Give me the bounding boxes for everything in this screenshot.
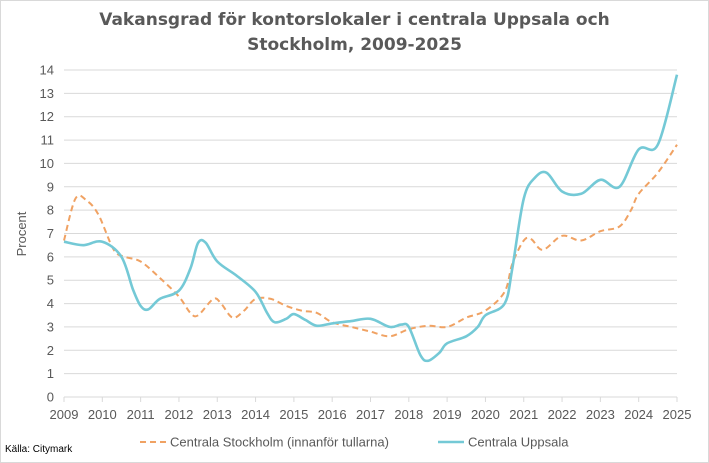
x-tick-label: 2025 — [663, 407, 692, 422]
x-tick-label: 2018 — [394, 407, 423, 422]
x-tick-label: 2016 — [318, 407, 347, 422]
series-line-stockholm — [63, 144, 678, 338]
x-tick-label: 2024 — [624, 407, 653, 422]
x-tick-labels: 2009 2010 2011 2012 2013 2014 2015 2016 2017 2018… — [50, 407, 692, 422]
y-tick-label: 0 — [47, 390, 54, 405]
y-tick-label: 3 — [47, 319, 54, 334]
x-tick-label: 2017 — [356, 407, 385, 422]
x-tick-label: 2022 — [548, 407, 577, 422]
y-axis-label: Procent — [14, 211, 29, 256]
y-tick-label: 7 — [47, 226, 54, 241]
y-tick-label: 6 — [47, 249, 54, 264]
x-tick-label: 2015 — [279, 407, 308, 422]
series-lines — [63, 74, 679, 363]
x-tick-label: 2019 — [433, 407, 462, 422]
x-tick-label: 2011 — [127, 407, 155, 422]
y-tick-label: 5 — [47, 273, 54, 288]
x-tick-label: 2023 — [586, 407, 615, 422]
y-tick-label: 2 — [47, 343, 54, 358]
y-tick-label: 12 — [40, 109, 54, 124]
chart-title-line-1: Vakansgrad för kontorslokaler i centrala… — [99, 10, 610, 30]
y-tick-label: 4 — [47, 296, 54, 311]
y-tick-label: 9 — [47, 179, 54, 194]
x-tick-label: 2010 — [88, 407, 117, 422]
y-tick-label: 1 — [47, 366, 54, 381]
x-tick-label: 2009 — [50, 407, 79, 422]
gridlines — [63, 69, 678, 402]
y-tick-label: 14 — [40, 63, 54, 78]
legend: Centrala Stockholm (innanför tullarna) Ce… — [140, 435, 569, 450]
source-note: Källa: Citymark — [5, 444, 73, 455]
legend-label-stockholm: Centrala Stockholm (innanför tullarna) — [170, 435, 389, 450]
x-tick-label: 2012 — [164, 407, 193, 422]
y-tick-label: 8 — [47, 203, 54, 218]
x-tick-label: 2021 — [509, 407, 538, 422]
y-tick-label: 11 — [41, 133, 55, 148]
y-tick-label: 10 — [40, 156, 54, 171]
chart-title: Vakansgrad för kontorslokaler i centrala… — [0, 8, 709, 58]
series-line-uppsala — [63, 74, 679, 363]
y-tick-label: 13 — [40, 86, 54, 101]
chart-title-line-2: Stockholm, 2009-2025 — [247, 35, 462, 55]
x-tick-label: 2020 — [471, 407, 500, 422]
legend-label-uppsala: Centrala Uppsala — [468, 435, 569, 450]
x-tick-label: 2013 — [203, 407, 232, 422]
x-tick-label: 2014 — [241, 407, 270, 422]
